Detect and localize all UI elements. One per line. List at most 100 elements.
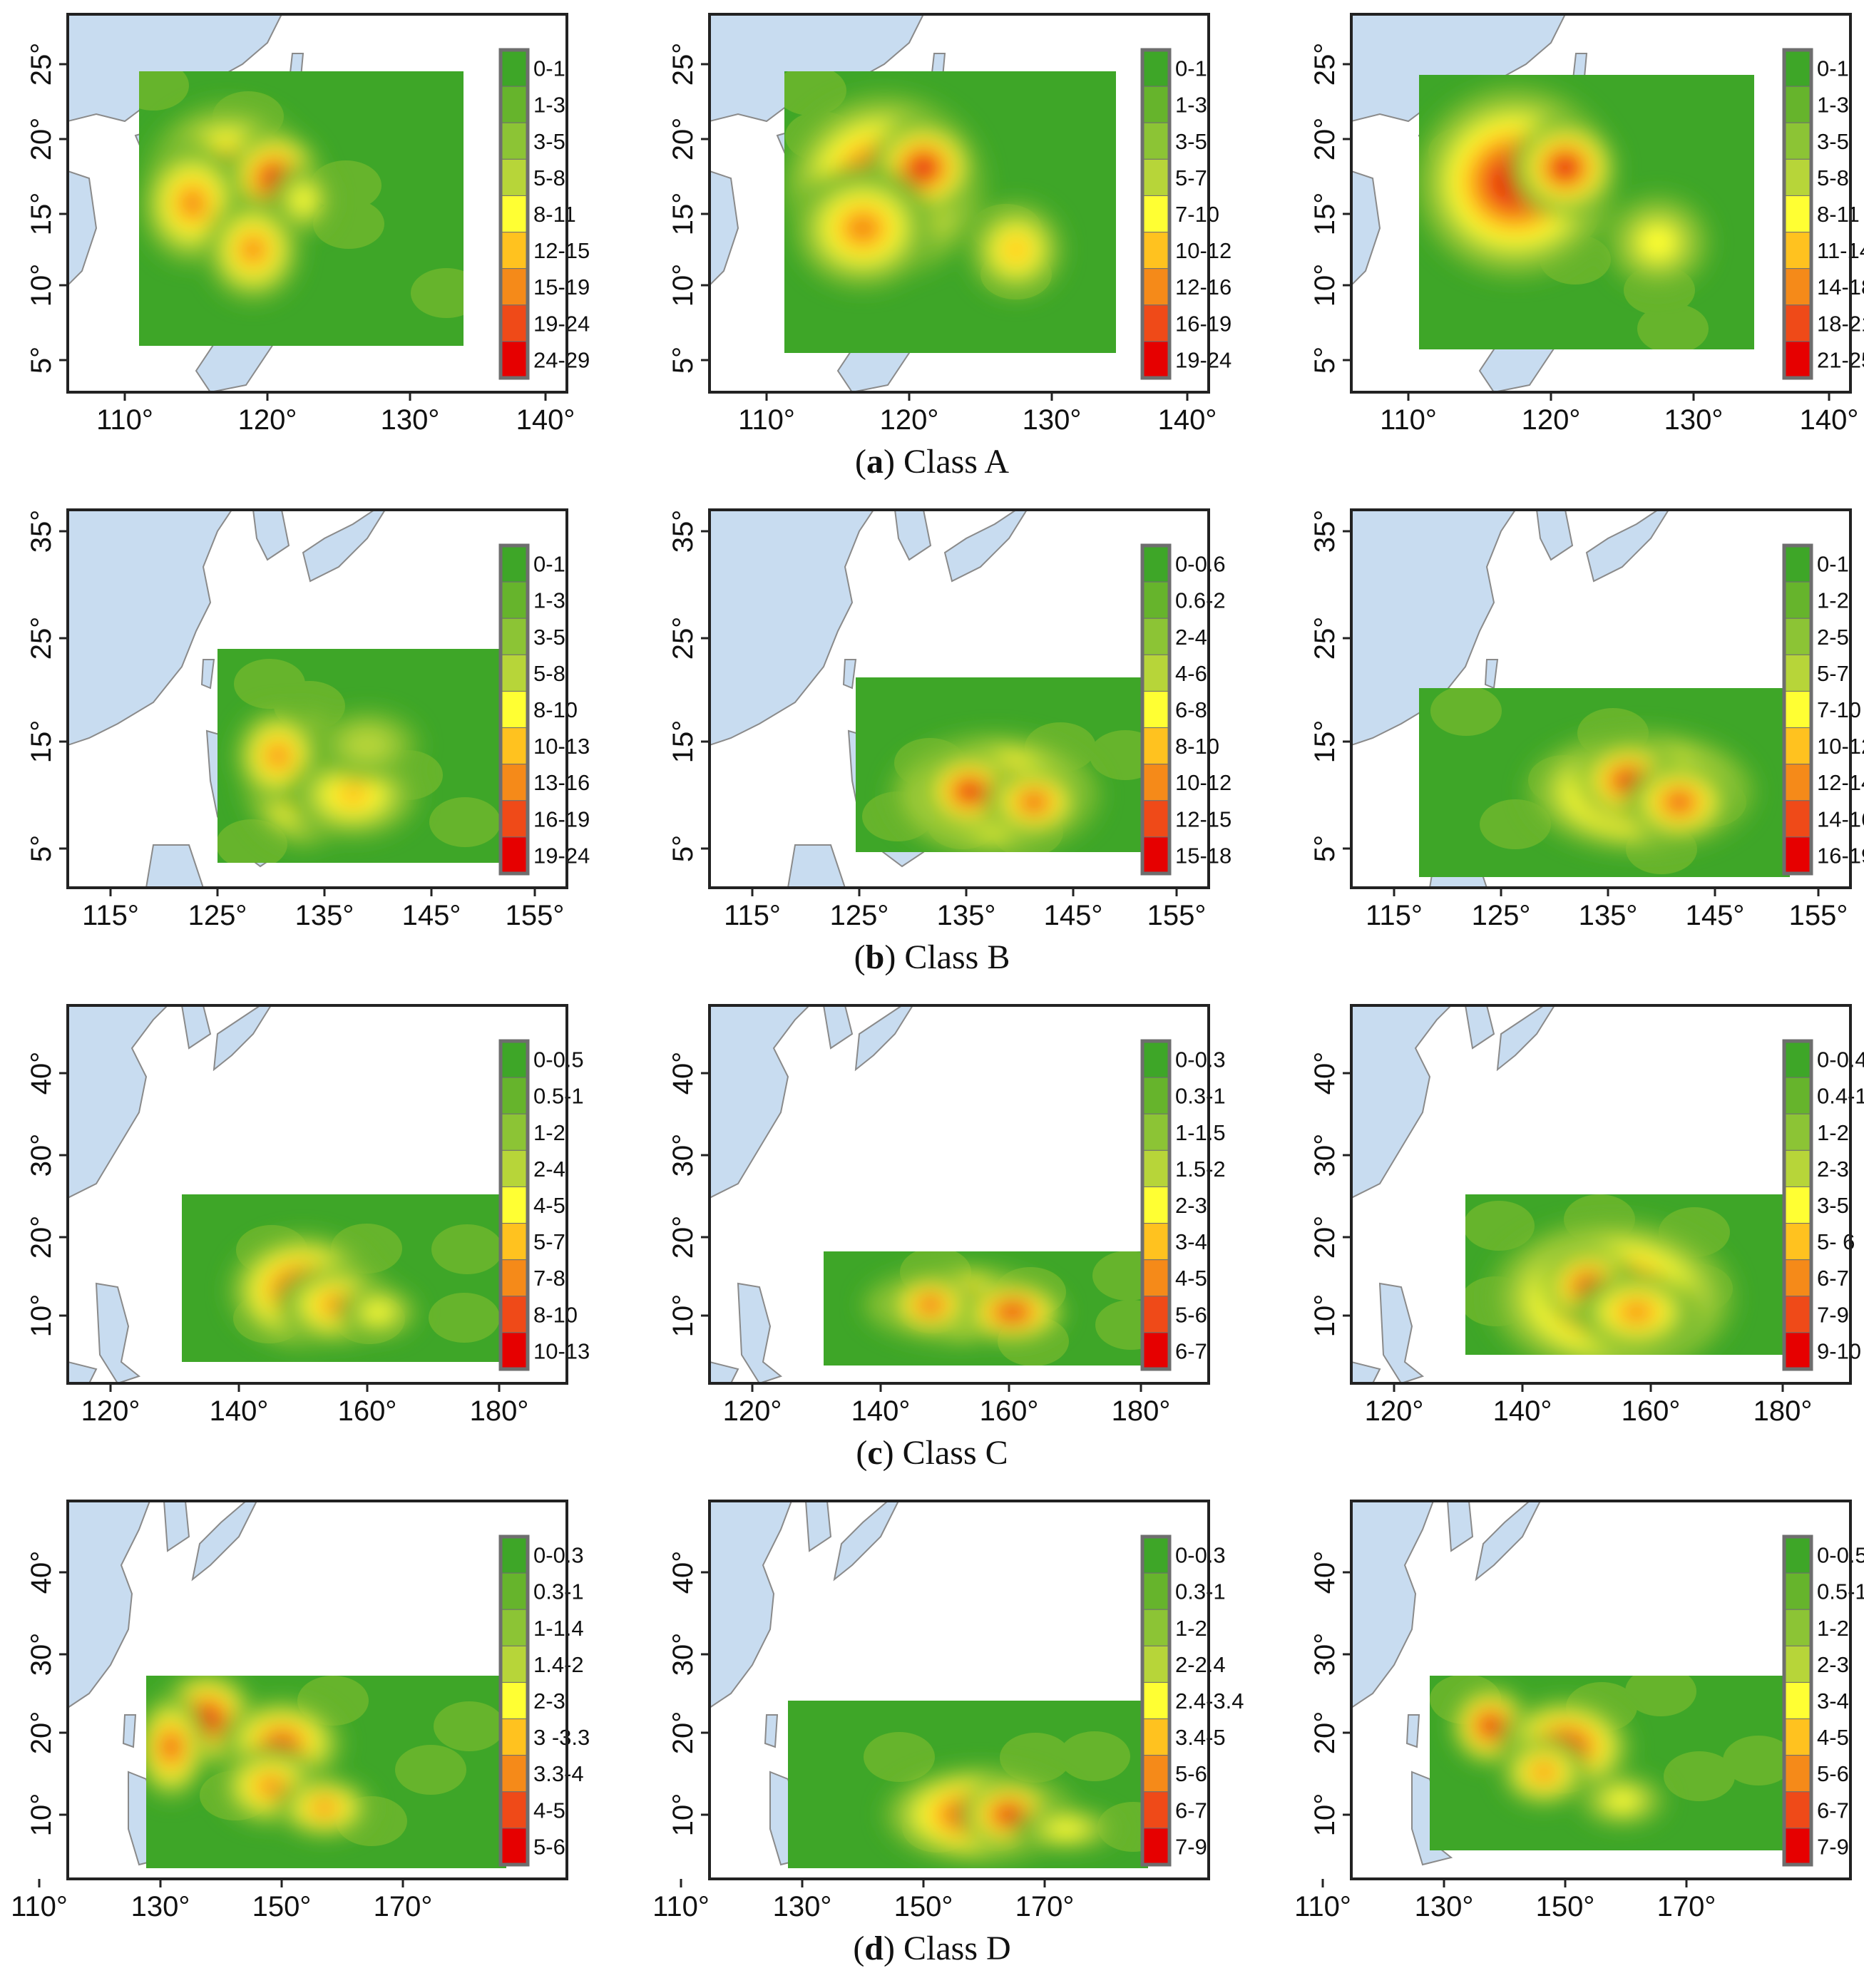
x-tick-label: 150° — [894, 1891, 953, 1922]
y-tick-label: 30° — [1309, 1633, 1341, 1676]
legend-label: 8-10 — [533, 697, 578, 722]
legend-label: 5-8 — [1817, 165, 1849, 190]
density-contour — [1622, 1303, 1652, 1321]
density-contour — [242, 237, 265, 262]
legend-label: 5-6 — [533, 1834, 565, 1859]
y-tick-label: 40° — [667, 1052, 699, 1095]
x-tick-label: 130° — [1023, 404, 1082, 436]
legend-label: 8-11 — [1817, 202, 1860, 227]
legend-swatch — [1142, 1149, 1170, 1187]
landmass — [710, 170, 739, 287]
density-contour — [1669, 794, 1690, 811]
legend-label: 6-7 — [1175, 1338, 1207, 1363]
color-legend: 0-1 1-3 3-5 5-8 8-11 11-14 14-18 18-21 21-25 — [1782, 48, 1864, 380]
legend-label: 16-19 — [1817, 843, 1864, 868]
legend-swatch — [500, 545, 528, 583]
landmass — [1585, 510, 1670, 583]
landmass — [68, 1005, 169, 1199]
density-field — [1465, 1194, 1790, 1355]
legend-label: 7-10 — [1817, 697, 1861, 722]
legend-label: 6-7 — [1175, 1798, 1207, 1823]
x-tick-label: 120° — [723, 1395, 782, 1427]
y-tick-label: 25° — [26, 617, 57, 660]
y-tick-label: 5° — [26, 347, 57, 374]
x-tick-label: 140° — [1800, 404, 1859, 436]
x-tick-label: 110° — [11, 1891, 68, 1922]
caption-paren-close: ) — [882, 1434, 903, 1472]
x-tick-label: 130° — [1415, 1891, 1474, 1922]
legend-label: 0.3-1 — [533, 1579, 584, 1604]
landmass — [764, 1714, 779, 1748]
caption-paren-close: ) — [884, 1930, 903, 1967]
landmass — [1351, 510, 1517, 747]
x-tick-label: 180° — [1112, 1395, 1171, 1427]
legend-label: 1.5-2 — [1175, 1157, 1226, 1182]
legend-label: 0-0.6 — [1175, 552, 1226, 577]
x-tick-label: 130° — [381, 404, 440, 436]
y-tick-label: 30° — [1309, 1134, 1341, 1177]
legend-swatch — [1783, 1609, 1812, 1646]
legend-swatch — [1142, 232, 1170, 270]
legend-swatch — [500, 195, 528, 233]
legend-label: 7-9 — [1817, 1302, 1849, 1327]
density-contour — [1465, 1201, 1535, 1251]
landmass — [854, 1005, 914, 1072]
x-tick-label: 180° — [1753, 1395, 1813, 1427]
map-frame — [1350, 1500, 1852, 1880]
map-panel: 0-0.5 0.5-1 1-2 2-3 3-4 4-5 5-6 6-7 7-9 110° 130° 1… — [1294, 1494, 1864, 1922]
legend-swatch — [1142, 1536, 1170, 1574]
legend-swatch — [500, 690, 528, 729]
legend-label: 2-3 — [533, 1689, 565, 1713]
legend-label: 8-10 — [533, 1302, 578, 1327]
map-frame — [66, 1004, 568, 1385]
legend-label: 2-2.4 — [1175, 1652, 1226, 1677]
legend-swatch — [1783, 86, 1812, 123]
landmass — [710, 510, 875, 747]
x-tick-label: 155° — [1789, 900, 1848, 931]
legend-swatch — [1783, 1718, 1812, 1756]
density-contour — [334, 782, 372, 808]
density-contour — [846, 213, 880, 243]
caption-letter: a — [866, 443, 884, 481]
y-tick-label: 20° — [26, 1711, 57, 1755]
density-contour — [1483, 1718, 1497, 1733]
density-contour — [139, 71, 189, 111]
landmass — [212, 1005, 272, 1072]
legend-label: 2-5 — [1817, 625, 1849, 650]
legend-label: 3-4 — [1817, 1689, 1849, 1713]
legend-label: 1-2 — [1817, 1616, 1849, 1641]
legend-label: 7-8 — [533, 1266, 565, 1291]
legend-label: 0-0.5 — [533, 1047, 584, 1072]
density-contour — [429, 1293, 500, 1343]
legend-label: 0-1 — [1817, 552, 1849, 577]
caption-paren-open: ( — [855, 443, 866, 481]
legend-swatch — [500, 618, 528, 655]
legend-label: 3-5 — [1817, 1193, 1849, 1218]
legend-label: 0.5-1 — [533, 1084, 584, 1109]
legend-label: 4-5 — [533, 1193, 565, 1218]
legend-label: 5-7 — [1175, 165, 1207, 190]
caption-text: Class C — [902, 1434, 1008, 1472]
y-tick-label: 15° — [667, 193, 699, 236]
legend-swatch — [500, 727, 528, 765]
x-tick-label: 130° — [131, 1891, 190, 1922]
legend-label: 4-5 — [1817, 1725, 1849, 1750]
y-tick-label: 15° — [667, 720, 699, 764]
y-tick-label: 35° — [1309, 510, 1341, 553]
landmass — [200, 659, 215, 690]
legend-swatch — [1783, 800, 1812, 838]
map-frame — [1350, 13, 1852, 394]
density-contour — [434, 1701, 505, 1751]
legend-swatch — [500, 654, 528, 692]
y-tick-label: 25° — [26, 43, 57, 86]
density-contour — [431, 1224, 503, 1274]
legend-swatch — [500, 1149, 528, 1187]
legend-swatch — [500, 304, 528, 342]
y-tick-label: 10° — [26, 1294, 57, 1338]
legend-label: 14-18 — [1817, 275, 1864, 299]
landmass — [1475, 1501, 1542, 1582]
legend-label: 5-8 — [533, 165, 565, 190]
x-tick-label: 145° — [1044, 900, 1103, 931]
row-caption: (a) Class A — [0, 442, 1864, 481]
x-tick-label: 145° — [1686, 900, 1745, 931]
